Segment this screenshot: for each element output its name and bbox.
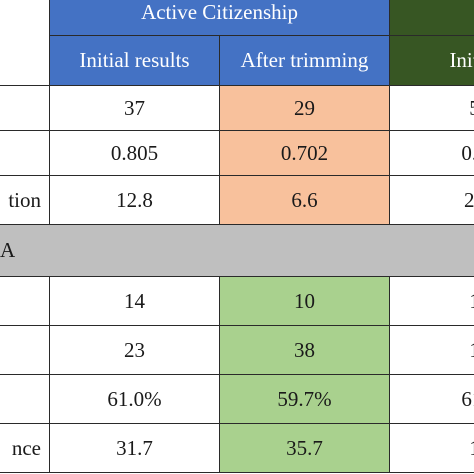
header-active-citizenship: Active Citizenship bbox=[48, 0, 391, 36]
cell-initial-2: 1 bbox=[389, 276, 474, 326]
cell-initial-2: 61. bbox=[389, 374, 474, 424]
row-label: nce bbox=[0, 423, 50, 473]
section-row: A bbox=[0, 224, 474, 277]
row-label bbox=[0, 325, 50, 375]
cell-initial: 14 bbox=[49, 276, 220, 326]
table-row: nce 31.7 35.7 1 bbox=[0, 423, 474, 473]
cell-initial: 61.0% bbox=[49, 374, 220, 424]
cell-trimmed: 10 bbox=[218, 276, 391, 326]
cell-initial: 12.8 bbox=[49, 175, 220, 225]
header-after-trimming: After trimming bbox=[218, 35, 391, 86]
header-initial-2: Initial bbox=[389, 35, 474, 86]
table-row: 23 38 1 bbox=[0, 325, 474, 375]
row-label bbox=[0, 85, 50, 131]
cell-trimmed: 35.7 bbox=[218, 423, 391, 473]
cell-initial-2: 23 bbox=[389, 175, 474, 225]
row-label bbox=[0, 276, 50, 326]
cell-initial: 0.805 bbox=[49, 130, 220, 176]
cell-initial: 37 bbox=[49, 85, 220, 131]
cell-initial-2: 5 bbox=[389, 85, 474, 131]
header-sub-row: Initial results After trimming Initial bbox=[0, 35, 474, 86]
cell-trimmed: 38 bbox=[218, 325, 391, 375]
cell-trimmed: 59.7% bbox=[218, 374, 391, 424]
header-group-row: Active Citizenship bbox=[0, 0, 474, 86]
cell-initial: 31.7 bbox=[49, 423, 220, 473]
table-row: 61.0% 59.7% 61. bbox=[0, 374, 474, 424]
cell-initial-2: 1 bbox=[389, 325, 474, 375]
table-row: 14 10 1 bbox=[0, 276, 474, 326]
section-label: A bbox=[0, 224, 474, 277]
table-row: 0.805 0.702 0.8 bbox=[0, 130, 474, 176]
cell-initial: 23 bbox=[49, 325, 220, 375]
cell-initial-2: 0.8 bbox=[389, 130, 474, 176]
cell-initial-2: 1 bbox=[389, 423, 474, 473]
header-second-group bbox=[389, 0, 474, 36]
table-row: 37 29 5 bbox=[0, 85, 474, 131]
row-label: tion bbox=[0, 175, 50, 225]
cell-trimmed: 0.702 bbox=[218, 130, 391, 176]
header-initial-results: Initial results bbox=[49, 35, 220, 86]
cell-trimmed: 6.6 bbox=[218, 175, 391, 225]
row-label bbox=[0, 374, 50, 424]
cell-trimmed: 29 bbox=[218, 85, 391, 131]
table-row: tion 12.8 6.6 23 bbox=[0, 175, 474, 225]
row-label bbox=[0, 130, 50, 176]
header-corner-cell bbox=[0, 0, 50, 86]
